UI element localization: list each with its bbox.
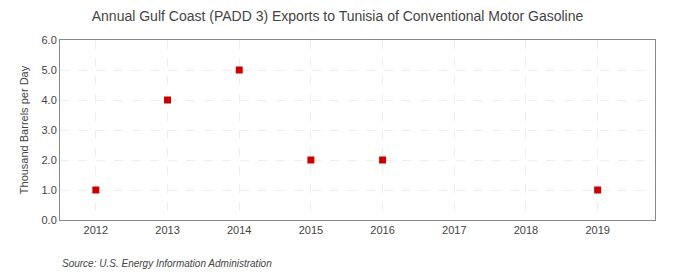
svg-text:2012: 2012 [84, 224, 108, 236]
svg-text:0.0: 0.0 [42, 214, 57, 226]
svg-text:1.0: 1.0 [42, 184, 57, 196]
svg-text:Thousand Barrels per Day: Thousand Barrels per Day [18, 65, 30, 194]
svg-text:Annual Gulf Coast (PADD 3) Exp: Annual Gulf Coast (PADD 3) Exports to Tu… [92, 8, 584, 24]
svg-text:2013: 2013 [155, 224, 179, 236]
svg-text:2014: 2014 [227, 224, 251, 236]
svg-text:2016: 2016 [370, 224, 394, 236]
svg-text:2017: 2017 [442, 224, 466, 236]
svg-text:6.0: 6.0 [42, 34, 57, 46]
svg-text:2015: 2015 [299, 224, 323, 236]
svg-text:4.0: 4.0 [42, 94, 57, 106]
svg-text:3.0: 3.0 [42, 124, 57, 136]
svg-text:Source: U.S. Energy Informatio: Source: U.S. Energy Information Administ… [62, 258, 272, 269]
svg-text:2.0: 2.0 [42, 154, 57, 166]
svg-text:2018: 2018 [514, 224, 538, 236]
svg-text:2019: 2019 [585, 224, 609, 236]
svg-text:5.0: 5.0 [42, 64, 57, 76]
